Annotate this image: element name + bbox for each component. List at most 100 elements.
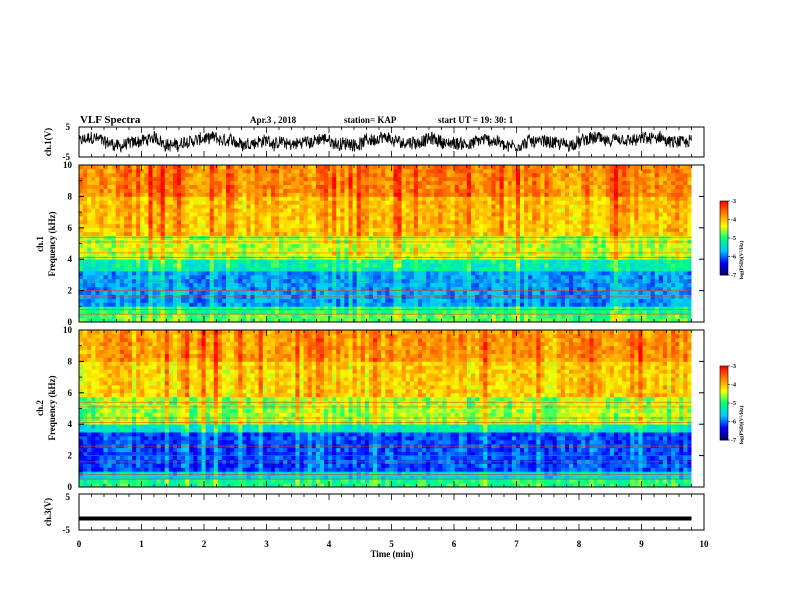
spectrogram-cell	[491, 270, 496, 276]
spectrogram-cell	[613, 231, 619, 237]
spectrogram-cell	[205, 251, 211, 256]
spectrogram-cell	[226, 267, 231, 272]
spectrogram-cell	[205, 298, 211, 303]
spectrogram-cell	[311, 196, 317, 201]
spectrogram-cell	[618, 223, 623, 229]
spectrogram-cell	[152, 247, 157, 252]
spectrogram-cell	[381, 251, 386, 256]
ch1-spectrogram-cells	[79, 165, 704, 323]
spectrogram-cell	[630, 302, 635, 307]
spectrogram-cell	[426, 286, 431, 292]
spectrogram-cell	[299, 235, 304, 240]
spectrogram-cell	[336, 219, 341, 225]
spectrogram-cell	[107, 235, 113, 240]
spectrogram-cell	[409, 208, 415, 213]
spectrogram-cell	[201, 259, 206, 264]
spectrogram-cell	[266, 290, 272, 295]
spectrogram-cell	[209, 204, 215, 209]
spectrogram-cell	[544, 251, 549, 256]
spectrogram-cell	[401, 286, 407, 292]
spectrogram-cell	[148, 251, 153, 256]
spectrogram-cell	[679, 231, 684, 237]
spectrogram-cell	[197, 267, 202, 272]
spectrogram-cell	[152, 274, 157, 280]
spectrogram-cell	[319, 286, 325, 292]
spectrogram-cell	[144, 259, 149, 264]
spectrogram-cell	[319, 302, 325, 307]
spectrogram-cell	[311, 267, 317, 272]
spectrogram-cell	[303, 267, 309, 272]
spectrogram-cell	[283, 318, 288, 323]
spectrogram-cell	[630, 267, 635, 272]
spectrogram-cell	[303, 223, 309, 229]
spectrogram-cell	[340, 310, 345, 315]
spectrogram-cell	[270, 310, 276, 315]
spectrogram-cell	[123, 251, 129, 256]
spectrogram-cell	[405, 231, 411, 237]
spectrogram-cell	[303, 192, 309, 197]
spectrogram-cell	[581, 204, 586, 209]
spectrogram-cell	[258, 318, 264, 323]
spectrogram-cell	[262, 192, 268, 197]
spectrogram-cell	[132, 251, 137, 256]
spectrogram-cell	[662, 200, 668, 205]
spectrogram-cell	[234, 298, 239, 303]
spectrogram-cell	[172, 204, 178, 209]
spectrogram-cell	[442, 196, 447, 201]
spectrogram-cell	[213, 298, 219, 303]
spectrogram-cell	[181, 251, 186, 256]
spectrogram-cell	[564, 196, 570, 201]
spectrogram-cell	[238, 314, 243, 319]
spectrogram-cell	[503, 227, 509, 233]
spectrogram-cell	[491, 306, 496, 311]
spectrogram-cell	[634, 306, 639, 311]
spectrogram-cell	[503, 216, 509, 221]
spectrogram-cell	[544, 259, 549, 264]
ch1-ytick-top: 5	[66, 122, 71, 132]
spectrogram-cell	[417, 298, 423, 303]
spectrogram-cell	[540, 282, 545, 288]
spectrogram-cell	[172, 235, 178, 240]
spectrogram-cell	[622, 290, 627, 295]
spectrogram-cell	[667, 286, 672, 292]
spectrogram-cell	[356, 216, 362, 221]
spectrogram-cell	[205, 227, 211, 233]
spectrogram-cell	[197, 306, 202, 311]
spectrogram-cell	[123, 302, 129, 307]
spectrogram-cell	[446, 208, 451, 213]
spectrogram-cell	[650, 263, 656, 268]
spectrogram-cell	[364, 231, 370, 237]
spectrogram-cell	[140, 231, 145, 237]
spectrogram-cell	[528, 200, 533, 205]
spectrogram-cell	[107, 302, 113, 307]
spectrogram-cell	[324, 235, 329, 240]
spectrogram-cell	[262, 259, 268, 264]
spectrogram-cell	[385, 243, 390, 248]
spectrogram-cell	[266, 314, 272, 319]
spectrogram-cell	[132, 302, 137, 307]
spectrogram-cell	[544, 212, 549, 217]
spectrogram-cell	[364, 282, 370, 288]
spectrogram-cell	[520, 216, 525, 221]
spectrogram-cell	[319, 243, 325, 248]
spectrogram-cell	[99, 282, 104, 288]
spectrogram-cell	[352, 263, 358, 268]
spectrogram-cell	[585, 310, 590, 315]
spectrogram-cell	[548, 306, 554, 311]
spectrogram-cell	[613, 243, 619, 248]
spectrogram-cell	[662, 227, 668, 233]
spectrogram-cell	[250, 290, 255, 295]
spectrogram-cell	[454, 302, 460, 307]
spectrogram-cell	[336, 204, 341, 209]
spectrogram-cell	[213, 314, 219, 319]
spectrogram-cell	[548, 310, 554, 315]
spectrogram-cell	[201, 208, 206, 213]
spectrogram-cell	[168, 223, 174, 229]
spectrogram-cell	[83, 314, 88, 319]
spectrogram-cell	[258, 235, 264, 240]
spectrogram-cell	[266, 270, 272, 276]
spectrogram-cell	[364, 227, 370, 233]
spectrogram-cell	[119, 286, 125, 292]
spectrogram-cell	[168, 243, 174, 248]
spectrogram-cell	[430, 208, 435, 213]
